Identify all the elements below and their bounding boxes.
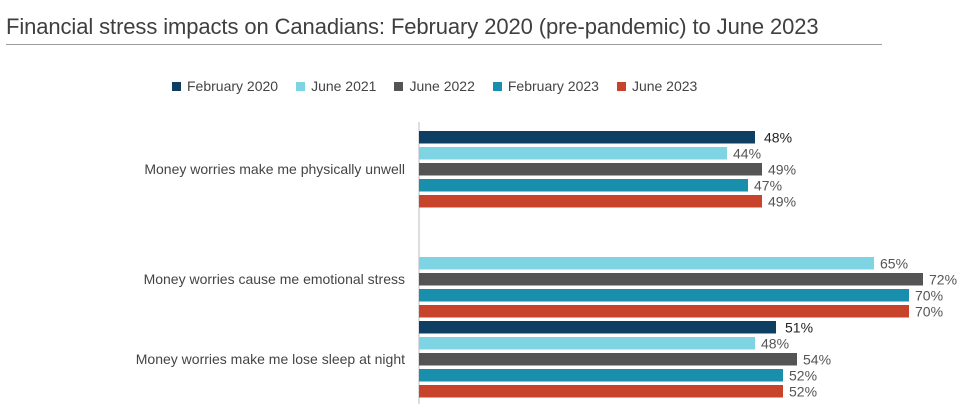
data-label: 52%	[789, 384, 817, 400]
legend-swatch	[172, 81, 181, 91]
bar	[419, 369, 783, 382]
bar	[419, 289, 909, 302]
bar	[419, 195, 762, 208]
data-label: 44%	[733, 146, 761, 162]
legend-label: February 2023	[507, 78, 599, 94]
legend-label: February 2020	[187, 78, 279, 94]
bar	[419, 337, 755, 350]
data-label: 48%	[764, 130, 792, 146]
data-label: 65%	[880, 256, 908, 272]
data-label: 52%	[789, 368, 817, 384]
data-label: 54%	[803, 352, 831, 368]
legend-item: June 2022	[394, 78, 475, 94]
legend-item: February 2020	[172, 78, 278, 94]
data-label: 51%	[785, 320, 813, 336]
category-label: Money worries make me lose sleep at nigh…	[136, 351, 405, 367]
data-label: 70%	[915, 288, 943, 304]
data-label: 47%	[754, 178, 782, 194]
data-label: 49%	[768, 194, 796, 210]
legend-item: February 2023	[492, 78, 599, 94]
data-label: 72%	[929, 272, 957, 288]
data-label: 70%	[915, 304, 943, 320]
bar	[419, 163, 762, 176]
legend-swatch	[616, 81, 626, 91]
legend-label: June 2022	[409, 78, 475, 94]
legend-label: June 2023	[631, 78, 698, 94]
bar	[419, 257, 874, 270]
bar	[419, 131, 755, 144]
legend-swatch	[394, 81, 404, 91]
data-label: 48%	[761, 336, 789, 352]
legend-swatch	[296, 81, 306, 91]
legend-swatch	[492, 81, 502, 91]
category-label: Money worries make me physically unwell	[144, 161, 405, 177]
category-label: Money worries cause me emotional stress	[144, 271, 405, 287]
bar	[419, 353, 797, 366]
legend-label: June 2021	[311, 78, 377, 94]
bar	[419, 385, 783, 398]
title-divider	[6, 44, 882, 45]
bar	[419, 147, 727, 160]
bar	[419, 179, 748, 192]
chart-title: Financial stress impacts on Canadians: F…	[6, 14, 819, 39]
bar	[419, 305, 909, 318]
bar	[419, 273, 923, 286]
chart-legend: February 2020 June 2021 June 2022 February …	[172, 78, 697, 94]
data-label: 49%	[768, 162, 796, 178]
legend-item: June 2021	[296, 78, 376, 94]
legend-item: June 2023	[616, 78, 698, 94]
bar	[419, 321, 776, 334]
